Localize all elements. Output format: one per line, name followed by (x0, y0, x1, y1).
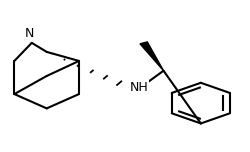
Text: N: N (24, 27, 34, 40)
Polygon shape (140, 42, 164, 71)
Text: NH: NH (129, 81, 148, 94)
